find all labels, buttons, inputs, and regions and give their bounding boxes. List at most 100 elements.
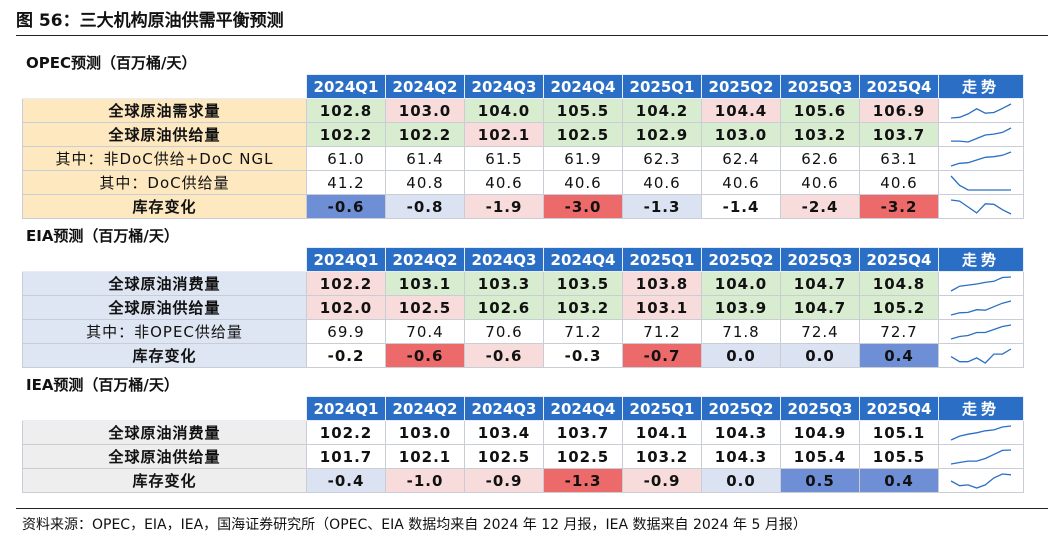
value-cell: 40.8 <box>385 170 465 195</box>
table-row: 全球原油消费量 102.2 103.1 103.3 103.5 103.8 104.0 104… <box>22 271 1024 296</box>
value-cell: 40.6 <box>859 170 939 195</box>
value-cell: 103.9 <box>701 295 781 320</box>
value-cell: -2.4 <box>780 194 860 219</box>
trend-cell <box>938 194 1024 219</box>
trend-cell <box>938 468 1024 493</box>
value-cell: 105.6 <box>780 98 860 123</box>
quarter-header-2024q4: 2024Q4 <box>543 396 623 421</box>
quarter-header-2025q3: 2025Q3 <box>780 74 860 99</box>
table-row: 库存变化 -0.4 -1.0 -0.9 -1.3 -0.9 0.0 0.5 0.4 <box>22 468 1024 493</box>
quarter-header-2024q3: 2024Q3 <box>464 396 544 421</box>
value-cell: 105.4 <box>780 444 860 469</box>
quarter-header-2024q2: 2024Q2 <box>385 396 465 421</box>
trend-sparkline <box>950 175 1011 191</box>
value-cell: 103.0 <box>385 98 465 123</box>
row-label: 库存变化 <box>22 343 307 368</box>
value-cell: 102.1 <box>464 122 544 147</box>
value-cell: 103.0 <box>701 122 781 147</box>
value-cell: 72.7 <box>859 319 939 344</box>
trend-cell <box>938 343 1024 368</box>
row-label: 全球原油供给量 <box>22 444 307 469</box>
value-cell: 0.0 <box>701 468 781 493</box>
value-cell: 40.6 <box>464 170 544 195</box>
value-cell: 104.8 <box>859 271 939 296</box>
table-row: 其中：DoC供给量 41.2 40.8 40.6 40.6 40.6 40.6 40.6 40.… <box>22 170 1024 195</box>
row-label: 全球原油供给量 <box>22 122 307 147</box>
value-cell: 105.5 <box>543 98 623 123</box>
trend-sparkline <box>950 323 1012 340</box>
eia-table: 2024Q1 2024Q2 2024Q3 2024Q4 2025Q1 2025Q2 2025… <box>22 247 1024 368</box>
trend-cell <box>938 444 1024 469</box>
value-cell: 0.4 <box>859 468 939 493</box>
quarter-header-2025q4: 2025Q4 <box>859 396 939 421</box>
header-row: 2024Q1 2024Q2 2024Q3 2024Q4 2025Q1 2025Q2 2025… <box>22 247 1024 272</box>
value-cell: 102.2 <box>306 271 386 296</box>
section-title-opec: OPEC预测（百万桶/天） <box>26 54 197 72</box>
trend-cell <box>938 271 1024 296</box>
trend-sparkline <box>950 102 1012 119</box>
quarter-header-2024q3: 2024Q3 <box>464 74 544 99</box>
quarter-header-2025q4: 2025Q4 <box>859 247 939 272</box>
value-cell: 102.2 <box>385 122 465 147</box>
value-cell: 103.7 <box>859 122 939 147</box>
table-row: 全球原油供给量 102.0 102.5 102.6 103.2 103.1 103.9 104… <box>22 295 1024 320</box>
value-cell: 102.6 <box>464 295 544 320</box>
value-cell: 103.0 <box>385 420 465 445</box>
value-cell: 40.6 <box>622 170 702 195</box>
row-label: 全球原油需求量 <box>22 98 307 123</box>
value-cell: 70.6 <box>464 319 544 344</box>
row-label: 全球原油供给量 <box>22 295 307 320</box>
trend-header: 走势 <box>938 396 1024 421</box>
value-cell: 104.0 <box>701 271 781 296</box>
trend-cell <box>938 295 1024 320</box>
value-cell: 69.9 <box>306 319 386 344</box>
value-cell: 104.7 <box>780 295 860 320</box>
value-cell: -0.4 <box>306 468 386 493</box>
value-cell: 103.5 <box>543 271 623 296</box>
quarter-header-2024q2: 2024Q2 <box>385 247 465 272</box>
value-cell: 102.1 <box>385 444 465 469</box>
table-row: 其中：非OPEC供给量 69.9 70.4 70.6 71.2 71.2 71.8 72.4 7… <box>22 319 1024 344</box>
value-cell: 102.5 <box>543 122 623 147</box>
quarter-header-2024q2: 2024Q2 <box>385 74 465 99</box>
value-cell: 41.2 <box>306 170 386 195</box>
value-cell: 104.7 <box>780 271 860 296</box>
value-cell: 103.2 <box>622 444 702 469</box>
row-label: 其中：非OPEC供给量 <box>22 319 307 344</box>
trend-cell <box>938 319 1024 344</box>
value-cell: 0.0 <box>701 343 781 368</box>
value-cell: 104.3 <box>701 420 781 445</box>
value-cell: -0.6 <box>306 194 386 219</box>
header-row: 2024Q1 2024Q2 2024Q3 2024Q4 2025Q1 2025Q2 2025… <box>22 396 1024 421</box>
trend-sparkline <box>950 472 1012 489</box>
value-cell: 0.5 <box>780 468 860 493</box>
value-cell: 104.4 <box>701 98 781 123</box>
value-cell: 105.5 <box>859 444 939 469</box>
value-cell: 72.4 <box>780 319 860 344</box>
quarter-header-2024q3: 2024Q3 <box>464 247 544 272</box>
value-cell: 62.6 <box>780 146 860 171</box>
quarter-header-2024q4: 2024Q4 <box>543 74 623 99</box>
value-cell: 0.0 <box>780 343 860 368</box>
value-cell: 61.9 <box>543 146 623 171</box>
value-cell: 105.1 <box>859 420 939 445</box>
table-row: 全球原油需求量 102.8 103.0 104.0 105.5 104.2 104.4 105… <box>22 98 1024 123</box>
trend-sparkline <box>950 424 1012 441</box>
value-cell: 102.5 <box>543 444 623 469</box>
quarter-header-2025q1: 2025Q1 <box>622 396 702 421</box>
value-cell: 61.5 <box>464 146 544 171</box>
value-cell: 104.3 <box>701 444 781 469</box>
value-cell: 103.1 <box>385 271 465 296</box>
value-cell: 103.7 <box>543 420 623 445</box>
table-row: 全球原油消费量 102.2 103.0 103.4 103.7 104.1 104.3 104… <box>22 420 1024 445</box>
value-cell: -1.0 <box>385 468 465 493</box>
quarter-header-2025q1: 2025Q1 <box>622 74 702 99</box>
table-row: 库存变化 -0.2 -0.6 -0.6 -0.3 -0.7 0.0 0.0 0.4 <box>22 343 1024 368</box>
value-cell: -1.4 <box>701 194 781 219</box>
value-cell: 40.6 <box>543 170 623 195</box>
header-row: 2024Q1 2024Q2 2024Q3 2024Q4 2025Q1 2025Q2 2025… <box>22 74 1024 99</box>
header-corner <box>22 247 307 272</box>
value-cell: -0.8 <box>385 194 465 219</box>
value-cell: -1.3 <box>543 468 623 493</box>
opec-table: 2024Q1 2024Q2 2024Q3 2024Q4 2025Q1 2025Q2 2025… <box>22 74 1024 219</box>
